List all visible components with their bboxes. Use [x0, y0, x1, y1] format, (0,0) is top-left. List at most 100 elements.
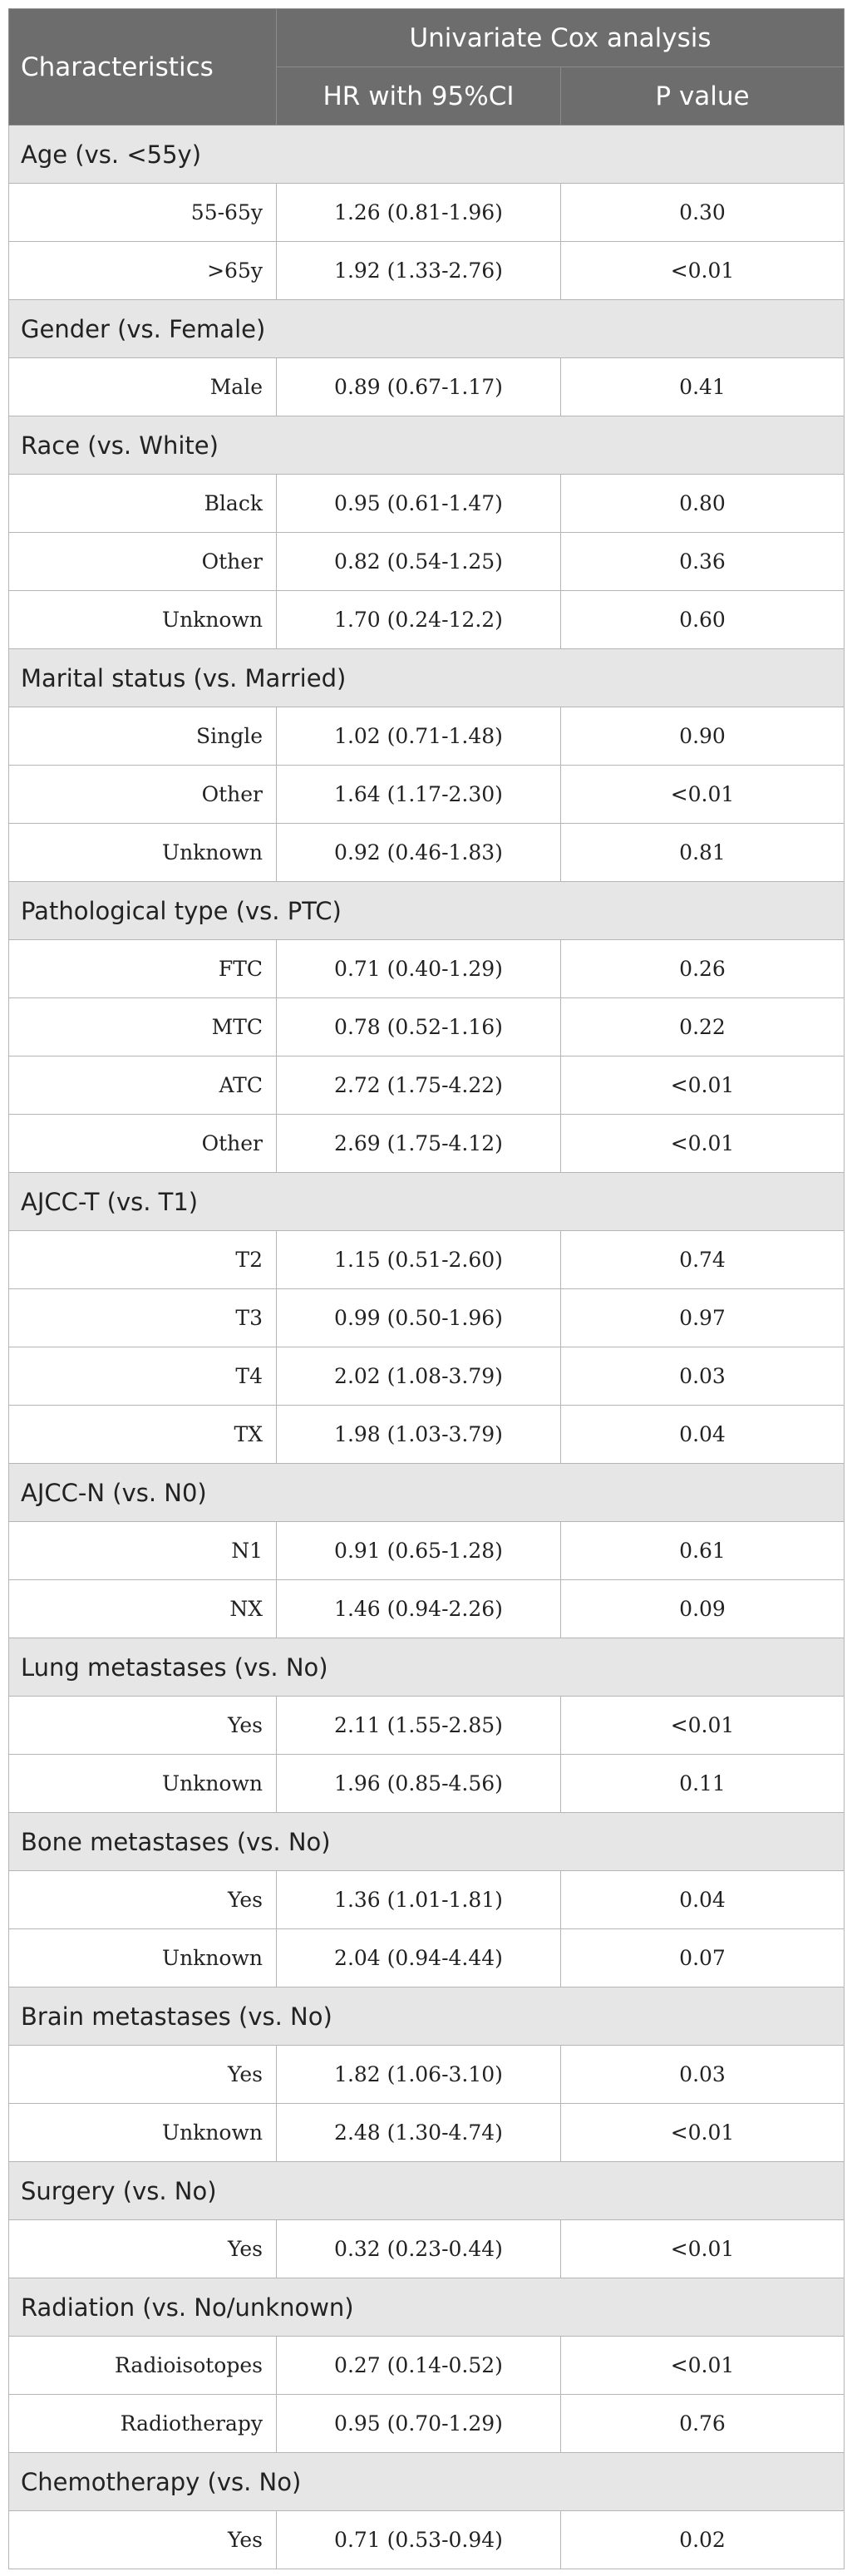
hr-cell: 0.89 (0.67-1.17) — [276, 357, 561, 416]
cox-analysis-table: Characteristics Univariate Cox analysis … — [7, 8, 845, 2569]
hr-cell: 1.26 (0.81-1.96) — [276, 183, 561, 242]
category-cell: Unknown — [8, 1928, 277, 1987]
hr-cell: 0.99 (0.50-1.96) — [276, 1288, 561, 1347]
category-cell: FTC — [8, 939, 277, 998]
table-row: Other 2.69 (1.75-4.12) <0.01 — [8, 1114, 845, 1173]
p-value-cell: 0.07 — [559, 1928, 845, 1987]
hr-cell: 0.78 (0.52-1.16) — [276, 997, 561, 1057]
group-header-row: Race (vs. White) — [7, 416, 845, 475]
category-cell: >65y — [8, 241, 277, 300]
group-label: Race (vs. White) — [7, 416, 845, 475]
category-cell: Yes — [8, 1870, 277, 1929]
hr-cell: 1.15 (0.51-2.60) — [276, 1230, 561, 1289]
p-value-cell: 0.22 — [559, 997, 845, 1057]
table-body: Age (vs. <55y) 55-65y 1.26 (0.81-1.96) 0.30… — [7, 125, 845, 2569]
category-cell: Radioisotopes — [8, 2336, 277, 2395]
p-value-cell: <0.01 — [559, 765, 845, 824]
hr-cell: 0.91 (0.65-1.28) — [276, 1521, 561, 1580]
hr-cell: 1.98 (1.03-3.79) — [276, 1405, 561, 1464]
category-cell: 55-65y — [8, 183, 277, 242]
table-row: Unknown 2.48 (1.30-4.74) <0.01 — [8, 2103, 845, 2162]
group-header-row: Radiation (vs. No/unknown) — [7, 2278, 845, 2337]
category-cell: MTC — [8, 997, 277, 1057]
category-cell: T2 — [8, 1230, 277, 1289]
hr-cell: 2.02 (1.08-3.79) — [276, 1347, 561, 1406]
hr-cell: 1.82 (1.06-3.10) — [276, 2045, 561, 2104]
p-value-cell: 0.60 — [559, 590, 845, 649]
group-label: Surgery (vs. No) — [7, 2161, 845, 2220]
category-cell: Yes — [8, 2219, 277, 2278]
category-cell: Unknown — [8, 590, 277, 649]
table-row: T3 0.99 (0.50-1.96) 0.97 — [8, 1288, 845, 1347]
hr-cell: 0.95 (0.61-1.47) — [276, 474, 561, 533]
group-label: Chemotherapy (vs. No) — [7, 2452, 845, 2511]
hr-cell: 0.95 (0.70-1.29) — [276, 2394, 561, 2453]
category-cell: Unknown — [8, 823, 277, 882]
table-row: Unknown 2.04 (0.94-4.44) 0.07 — [8, 1928, 845, 1987]
category-cell: T3 — [8, 1288, 277, 1347]
table-row: N1 0.91 (0.65-1.28) 0.61 — [8, 1521, 845, 1580]
header-hr-95ci: HR with 95%CI — [276, 66, 561, 126]
p-value-cell: 0.36 — [559, 532, 845, 591]
category-cell: Male — [8, 357, 277, 416]
table-row: TX 1.98 (1.03-3.79) 0.04 — [8, 1405, 845, 1464]
group-label: Gender (vs. Female) — [7, 299, 845, 358]
hr-cell: 1.92 (1.33-2.76) — [276, 241, 561, 300]
hr-cell: 1.96 (0.85-4.56) — [276, 1754, 561, 1813]
group-label: AJCC-N (vs. N0) — [7, 1463, 845, 1522]
p-value-cell: <0.01 — [559, 241, 845, 300]
table-row: Radioisotopes 0.27 (0.14-0.52) <0.01 — [8, 2336, 845, 2395]
p-value-cell: <0.01 — [559, 1056, 845, 1115]
hr-cell: 1.36 (1.01-1.81) — [276, 1870, 561, 1929]
table-row: Yes 0.71 (0.53-0.94) 0.02 — [8, 2510, 845, 2569]
header-characteristics: Characteristics — [8, 8, 277, 126]
category-cell: Single — [8, 707, 277, 766]
p-value-cell: 0.90 — [559, 707, 845, 766]
p-value-cell: 0.26 — [559, 939, 845, 998]
group-header-row: Pathological type (vs. PTC) — [7, 881, 845, 940]
table-row: Yes 1.82 (1.06-3.10) 0.03 — [8, 2045, 845, 2104]
p-value-cell: 0.61 — [559, 1521, 845, 1580]
group-header-row: Brain metastases (vs. No) — [7, 1987, 845, 2046]
p-value-cell: <0.01 — [559, 1696, 845, 1755]
table-row: >65y 1.92 (1.33-2.76) <0.01 — [8, 241, 845, 300]
table-row: Unknown 1.96 (0.85-4.56) 0.11 — [8, 1754, 845, 1813]
hr-cell: 1.70 (0.24-12.2) — [276, 590, 561, 649]
hr-cell: 2.72 (1.75-4.22) — [276, 1056, 561, 1115]
p-value-cell: 0.03 — [559, 2045, 845, 2104]
category-cell: Black — [8, 474, 277, 533]
group-header-row: Bone metastases (vs. No) — [7, 1812, 845, 1871]
p-value-cell: 0.80 — [559, 474, 845, 533]
p-value-cell: <0.01 — [559, 2336, 845, 2395]
group-header-row: Surgery (vs. No) — [7, 2161, 845, 2220]
header-p-value: P value — [559, 66, 845, 126]
table-header: Characteristics Univariate Cox analysis … — [8, 8, 845, 126]
hr-cell: 2.11 (1.55-2.85) — [276, 1696, 561, 1755]
p-value-cell: <0.01 — [559, 2103, 845, 2162]
p-value-cell: 0.02 — [559, 2510, 845, 2569]
cox-analysis-table-container: Characteristics Univariate Cox analysis … — [7, 8, 845, 2569]
table-row: Single 1.02 (0.71-1.48) 0.90 — [8, 707, 845, 766]
table-row: 55-65y 1.26 (0.81-1.96) 0.30 — [8, 183, 845, 242]
table-row: MTC 0.78 (0.52-1.16) 0.22 — [8, 997, 845, 1057]
group-header-row: Marital status (vs. Married) — [7, 648, 845, 707]
hr-cell: 0.71 (0.40-1.29) — [276, 939, 561, 998]
p-value-cell: 0.09 — [559, 1579, 845, 1638]
group-header-row: AJCC-T (vs. T1) — [7, 1172, 845, 1231]
group-header-row: Age (vs. <55y) — [7, 125, 845, 184]
p-value-cell: <0.01 — [559, 2219, 845, 2278]
hr-cell: 0.82 (0.54-1.25) — [276, 532, 561, 591]
hr-cell: 1.64 (1.17-2.30) — [276, 765, 561, 824]
table-row: Other 1.64 (1.17-2.30) <0.01 — [8, 765, 845, 824]
category-cell: Radiotherapy — [8, 2394, 277, 2453]
group-label: Lung metastases (vs. No) — [7, 1638, 845, 1697]
category-cell: Unknown — [8, 1754, 277, 1813]
group-header-row: Gender (vs. Female) — [7, 299, 845, 358]
group-header-row: AJCC-N (vs. N0) — [7, 1463, 845, 1522]
table-row: T4 2.02 (1.08-3.79) 0.03 — [8, 1347, 845, 1406]
table-row: Unknown 0.92 (0.46-1.83) 0.81 — [8, 823, 845, 882]
hr-cell: 2.69 (1.75-4.12) — [276, 1114, 561, 1173]
table-row: NX 1.46 (0.94-2.26) 0.09 — [8, 1579, 845, 1638]
p-value-cell: 0.76 — [559, 2394, 845, 2453]
table-row: Yes 0.32 (0.23-0.44) <0.01 — [8, 2219, 845, 2278]
